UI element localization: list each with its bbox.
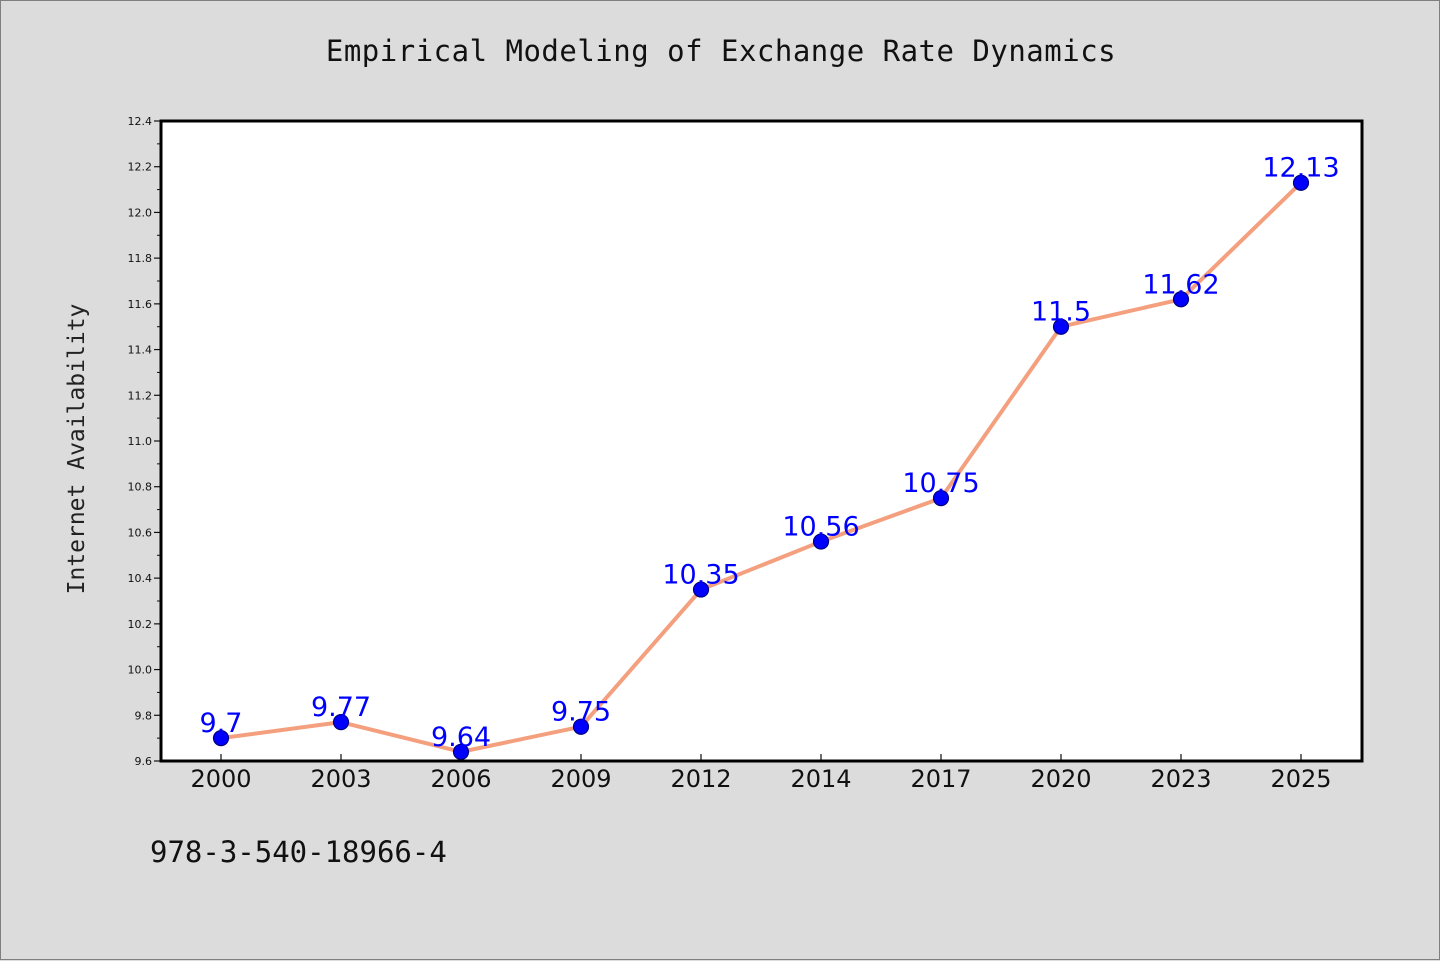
y-tick-label: 10.6 [128,526,153,539]
data-point [812,533,830,550]
x-tick-label: 2014 [790,765,851,793]
y-tick-label: 10.8 [128,481,153,494]
x-tick-label: 2020 [1030,765,1091,793]
y-tick-label: 10.2 [128,618,153,631]
y-tick-label: 11.4 [128,344,153,357]
x-tick-label: 2003 [310,765,371,793]
footnote-isbn: 978-3-540-18966-4 [150,835,447,869]
data-label: 9.64 [431,722,491,753]
y-tick-label: 12.2 [128,161,153,174]
data-point [1172,291,1190,308]
y-tick-label: 12.0 [128,206,153,219]
x-tick-label: 2017 [910,765,971,793]
data-label: 10.35 [662,560,739,591]
y-tick-label: 11.0 [128,435,153,448]
x-tick-label: 2006 [430,765,491,793]
x-axis: 2000 2003 2006 2009 2012 2014 2017 2020 2023 2025 [190,754,1332,793]
data-point [692,581,710,598]
data-label: 10.75 [902,468,979,499]
chart-title: Empirical Modeling of Exchange Rate Dyna… [325,34,1117,68]
x-tick-label: 2023 [1150,765,1211,793]
y-tick-label: 10.4 [128,572,153,585]
data-label: 9.75 [551,697,611,728]
y-tick-label: 11.8 [128,252,153,265]
y-tick-label: 11.2 [128,389,153,402]
data-labels: 9.7 9.77 9.64 9.75 10.35 10.56 10.75 11.5 11.62 1… [200,153,1340,753]
y-tick-label: 10.0 [128,664,153,677]
y-tick-label: 9.8 [135,709,153,722]
data-point [1292,174,1310,191]
data-label: 9.77 [311,692,371,723]
data-label: 10.56 [782,512,859,543]
data-point [452,743,470,760]
series-line [219,180,1303,754]
x-tick-label: 2000 [190,765,251,793]
y-tick-label: 12.4 [128,115,153,128]
y-tick-label: 9.6 [135,755,153,768]
x-tick-label: 2009 [550,765,611,793]
series-markers [212,174,1310,760]
data-point [932,490,950,507]
y-tick-label: 11.6 [128,298,153,311]
data-label: 12.13 [1262,153,1339,184]
data-label: 11.5 [1031,297,1091,328]
data-point [212,730,230,747]
plot-area [161,121,1362,761]
x-tick-label: 2012 [670,765,731,793]
plot-frame [159,119,1364,763]
data-label: 11.62 [1142,269,1219,300]
data-point [1052,318,1070,335]
data-point [332,714,350,731]
data-label: 9.7 [200,708,243,739]
data-point [572,718,590,735]
x-tick-label: 2025 [1270,765,1331,793]
y-axis: 9.6 9.8 10.0 10.2 10.4 10.6 10.8 11.0 11.2 11.4 11… [128,115,161,768]
